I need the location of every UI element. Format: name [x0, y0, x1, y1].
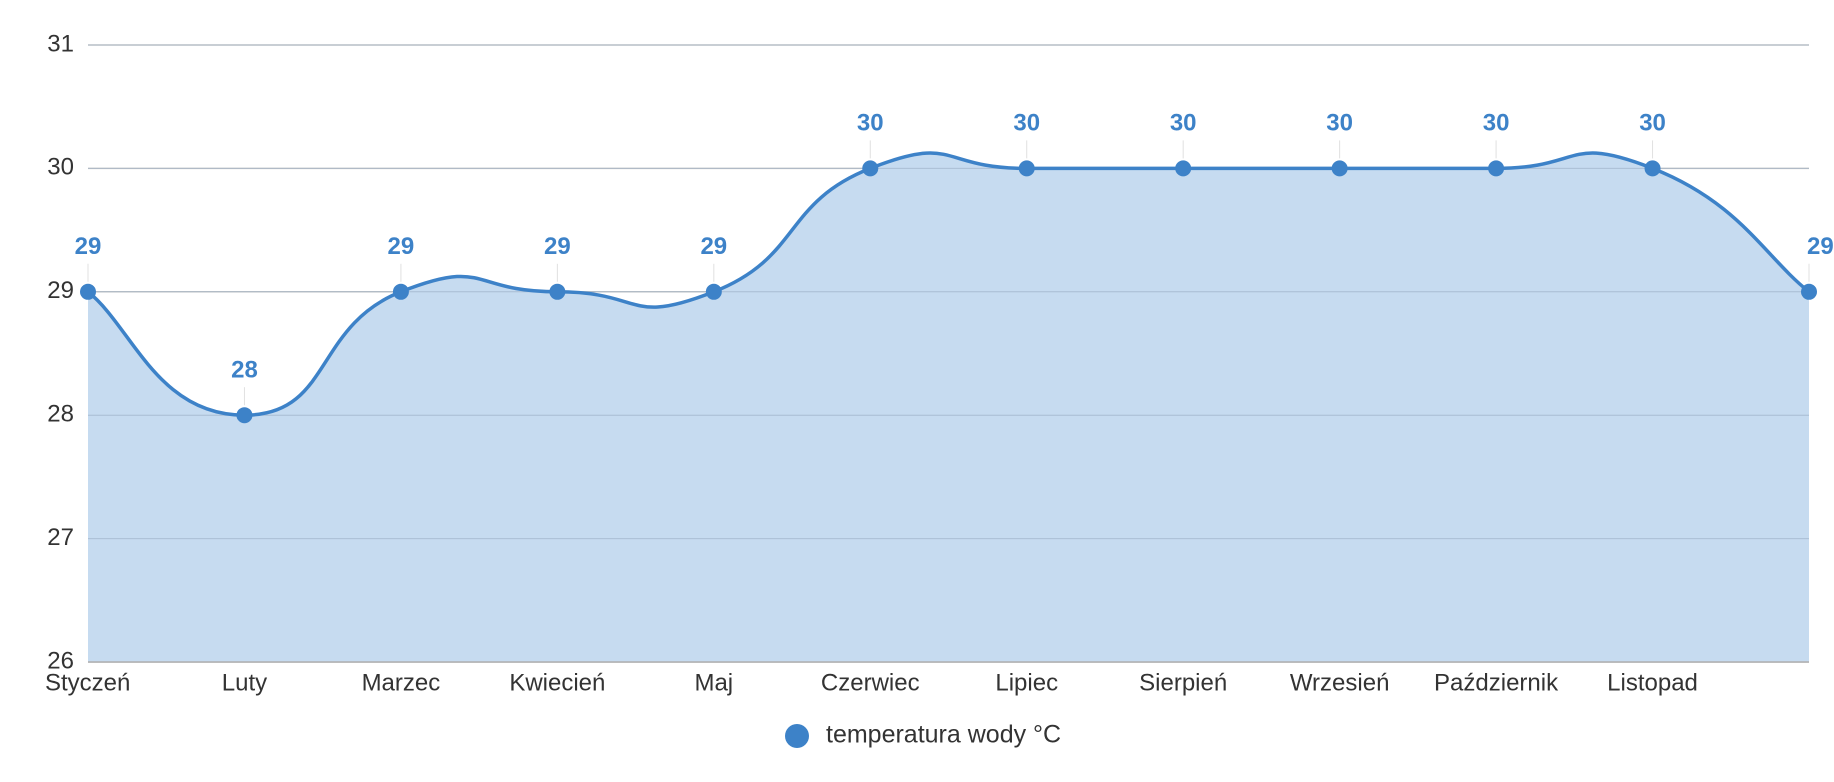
x-tick-label: Styczeń [45, 669, 130, 696]
y-tick-label: 28 [47, 401, 74, 428]
legend-entry-label: temperatura wody °C [826, 721, 1061, 749]
data-labels: 29 28 29 29 29 30 30 30 30 30 30 29 [75, 110, 1834, 406]
data-label: 30 [1013, 110, 1040, 137]
x-tick-label: Październik [1434, 669, 1559, 696]
legend-marker-icon [785, 724, 809, 748]
data-label: 29 [700, 233, 727, 260]
x-tick-label: Kwiecień [509, 669, 605, 696]
data-point[interactable] [236, 407, 253, 424]
data-label: 28 [231, 357, 258, 384]
series-area [88, 153, 1809, 662]
data-point[interactable] [80, 283, 96, 300]
data-label: 30 [1639, 110, 1666, 137]
data-label: 30 [1326, 110, 1353, 137]
data-label: 29 [544, 233, 571, 260]
series-line-group [86, 151, 1811, 417]
data-label: 29 [1807, 233, 1834, 260]
data-points [80, 160, 1817, 424]
series-line [86, 151, 1811, 417]
data-point[interactable] [862, 160, 879, 177]
y-tick-label: 29 [47, 277, 74, 304]
data-label: 30 [857, 110, 884, 137]
x-tick-label: Listopad [1607, 669, 1698, 696]
data-point[interactable] [1488, 160, 1505, 177]
x-tick-label: Luty [222, 669, 267, 696]
x-tick-label: Marzec [362, 669, 441, 696]
x-axis-ticks: Styczeń Luty Marzec Kwiecień Maj Czerwiec Lipi… [45, 669, 1698, 696]
y-tick-label: 26 [47, 647, 74, 674]
y-tick-label: 30 [47, 154, 74, 181]
data-point[interactable] [705, 283, 722, 300]
data-label: 30 [1483, 110, 1510, 137]
data-point[interactable] [1331, 160, 1348, 177]
data-point[interactable] [549, 283, 566, 300]
legend[interactable]: temperatura wody °C [785, 721, 1061, 749]
x-tick-label: Wrzesień [1290, 669, 1390, 696]
data-point[interactable] [1175, 160, 1192, 177]
data-point[interactable] [1644, 160, 1661, 177]
data-point[interactable] [1801, 283, 1817, 300]
data-label: 29 [388, 233, 415, 260]
data-label: 29 [75, 233, 102, 260]
y-tick-label: 31 [47, 30, 74, 57]
data-point[interactable] [392, 283, 409, 300]
data-point[interactable] [1018, 160, 1035, 177]
data-label: 30 [1170, 110, 1197, 137]
y-tick-label: 27 [47, 524, 74, 551]
x-tick-label: Sierpień [1139, 669, 1227, 696]
x-tick-label: Lipiec [995, 669, 1058, 696]
x-tick-label: Maj [694, 669, 733, 696]
area-fill-group [88, 44, 1809, 663]
y-axis-ticks: 26 27 28 29 30 31 [47, 30, 74, 674]
x-tick-label: Czerwiec [821, 669, 920, 696]
